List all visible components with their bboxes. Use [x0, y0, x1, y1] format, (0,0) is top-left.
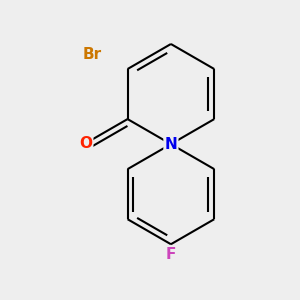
Text: Br: Br — [83, 47, 102, 62]
Text: N: N — [164, 136, 177, 152]
Text: F: F — [166, 247, 176, 262]
Text: O: O — [79, 136, 92, 151]
